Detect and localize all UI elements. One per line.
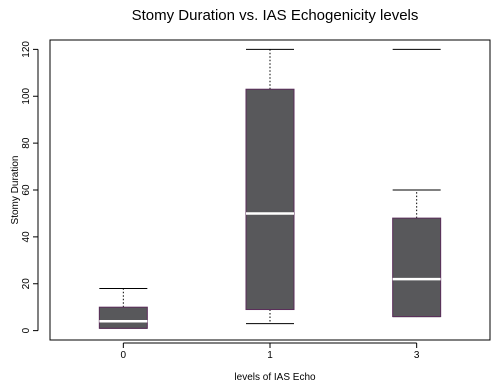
x-axis-label: levels of IAS Echo xyxy=(234,372,316,383)
x-tick-label: 3 xyxy=(414,350,420,361)
chart-title: Stomy Duration vs. IAS Echogenicity leve… xyxy=(132,7,419,24)
box-group-0 xyxy=(98,287,148,329)
y-tick-label: 20 xyxy=(21,278,32,290)
box-iqr xyxy=(392,217,442,318)
box-group-3 xyxy=(392,48,442,318)
x-axis: 0 1 3 xyxy=(121,342,420,361)
y-axis-label: Stomy Duration xyxy=(10,156,21,225)
y-tick-label: 80 xyxy=(21,137,32,149)
x-tick-label: 0 xyxy=(121,350,127,361)
y-tick-label: 60 xyxy=(21,184,32,196)
plot-frame xyxy=(49,39,491,341)
x-tick-label: 1 xyxy=(267,350,273,361)
box-iqr xyxy=(245,88,295,311)
box-group-1 xyxy=(245,48,295,325)
y-tick-label: 100 xyxy=(21,87,32,104)
y-tick-label: 120 xyxy=(21,41,32,58)
y-axis: 0 20 40 60 80 100 120 xyxy=(21,41,39,333)
y-tick-label: 0 xyxy=(21,327,32,333)
y-tick-label: 40 xyxy=(21,231,32,243)
box-iqr xyxy=(98,306,148,329)
boxes-layer xyxy=(98,48,442,329)
